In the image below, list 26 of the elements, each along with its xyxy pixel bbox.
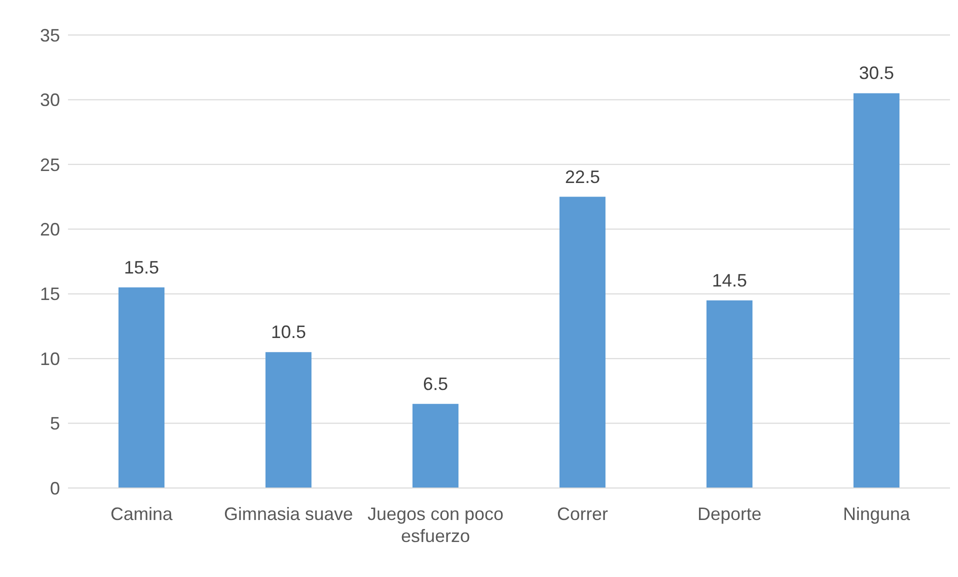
data-label: 10.5: [270, 322, 306, 342]
bar: [265, 352, 312, 488]
bar: [118, 287, 164, 488]
y-tick-label: 10: [40, 348, 60, 369]
bar: [853, 93, 900, 488]
bar: [412, 404, 458, 488]
y-tick-label: 25: [40, 154, 60, 175]
y-tick-label: 35: [40, 25, 60, 46]
x-tick-label: Deporte: [697, 504, 762, 524]
x-tick-label: Ninguna: [842, 504, 912, 524]
y-tick-label: 5: [50, 414, 60, 434]
y-tick-label: 20: [40, 220, 60, 240]
y-tick-label: 15: [40, 284, 60, 304]
bar: [706, 300, 752, 488]
data-label: 22.5: [564, 166, 600, 187]
data-label: 30.5: [858, 63, 894, 84]
x-tick-label: Camina: [110, 504, 174, 524]
x-tick-label: Correr: [556, 504, 608, 524]
x-tick-label: Gimnasia suave: [224, 504, 354, 524]
data-label: 14.5: [712, 270, 748, 290]
data-label: 15.5: [124, 257, 160, 278]
bar: [559, 196, 606, 488]
data-label: 6.5: [422, 374, 448, 394]
x-tick-label: Juegos con poco esfuerzo: [367, 504, 504, 546]
y-tick-label: 0: [50, 478, 60, 498]
y-tick-label: 30: [40, 90, 60, 110]
